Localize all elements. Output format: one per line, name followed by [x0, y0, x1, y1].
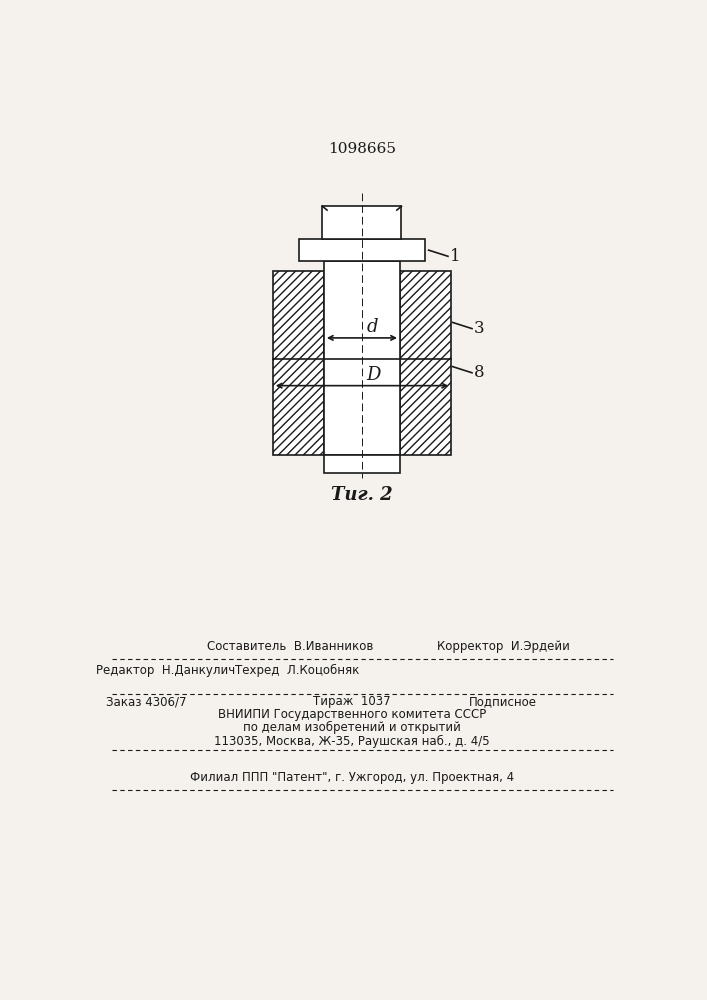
Text: Составитель  В.Иванников: Составитель В.Иванников [206, 640, 373, 653]
Text: Τиг. 2: Τиг. 2 [331, 486, 393, 504]
Text: Филиал ППП "Патент", г. Ужгород, ул. Проектная, 4: Филиал ППП "Патент", г. Ужгород, ул. Про… [189, 771, 514, 784]
Text: 113035, Москва, Ж-35, Раушская наб., д. 4/5: 113035, Москва, Ж-35, Раушская наб., д. … [214, 735, 490, 748]
Text: 1: 1 [450, 248, 460, 265]
Bar [322, 206, 402, 239]
Text: 3: 3 [474, 320, 484, 337]
Text: Техред  Л.Коцобняк: Техред Л.Коцобняк [235, 664, 360, 677]
Text: 8: 8 [474, 364, 484, 381]
Bar [299, 239, 425, 261]
Text: Корректор  И.Эрдейи: Корректор И.Эрдейи [436, 640, 569, 653]
Text: Заказ 4306/7: Заказ 4306/7 [106, 695, 187, 708]
Text: Тираж  1037: Тираж 1037 [313, 695, 391, 708]
Bar [400, 271, 451, 455]
Text: ВНИИПИ Государственного комитета СССР: ВНИИПИ Государственного комитета СССР [218, 708, 486, 721]
Text: d: d [367, 318, 378, 336]
Text: по делам изобретений и открытий: по делам изобретений и открытий [243, 721, 461, 734]
Bar [324, 455, 400, 473]
Bar [273, 271, 324, 455]
Text: 1098665: 1098665 [328, 142, 396, 156]
Text: Редактор  Н.Данкулич: Редактор Н.Данкулич [96, 664, 235, 677]
Text: Подписное: Подписное [469, 695, 537, 708]
Bar [324, 261, 400, 455]
Text: D: D [367, 366, 381, 384]
